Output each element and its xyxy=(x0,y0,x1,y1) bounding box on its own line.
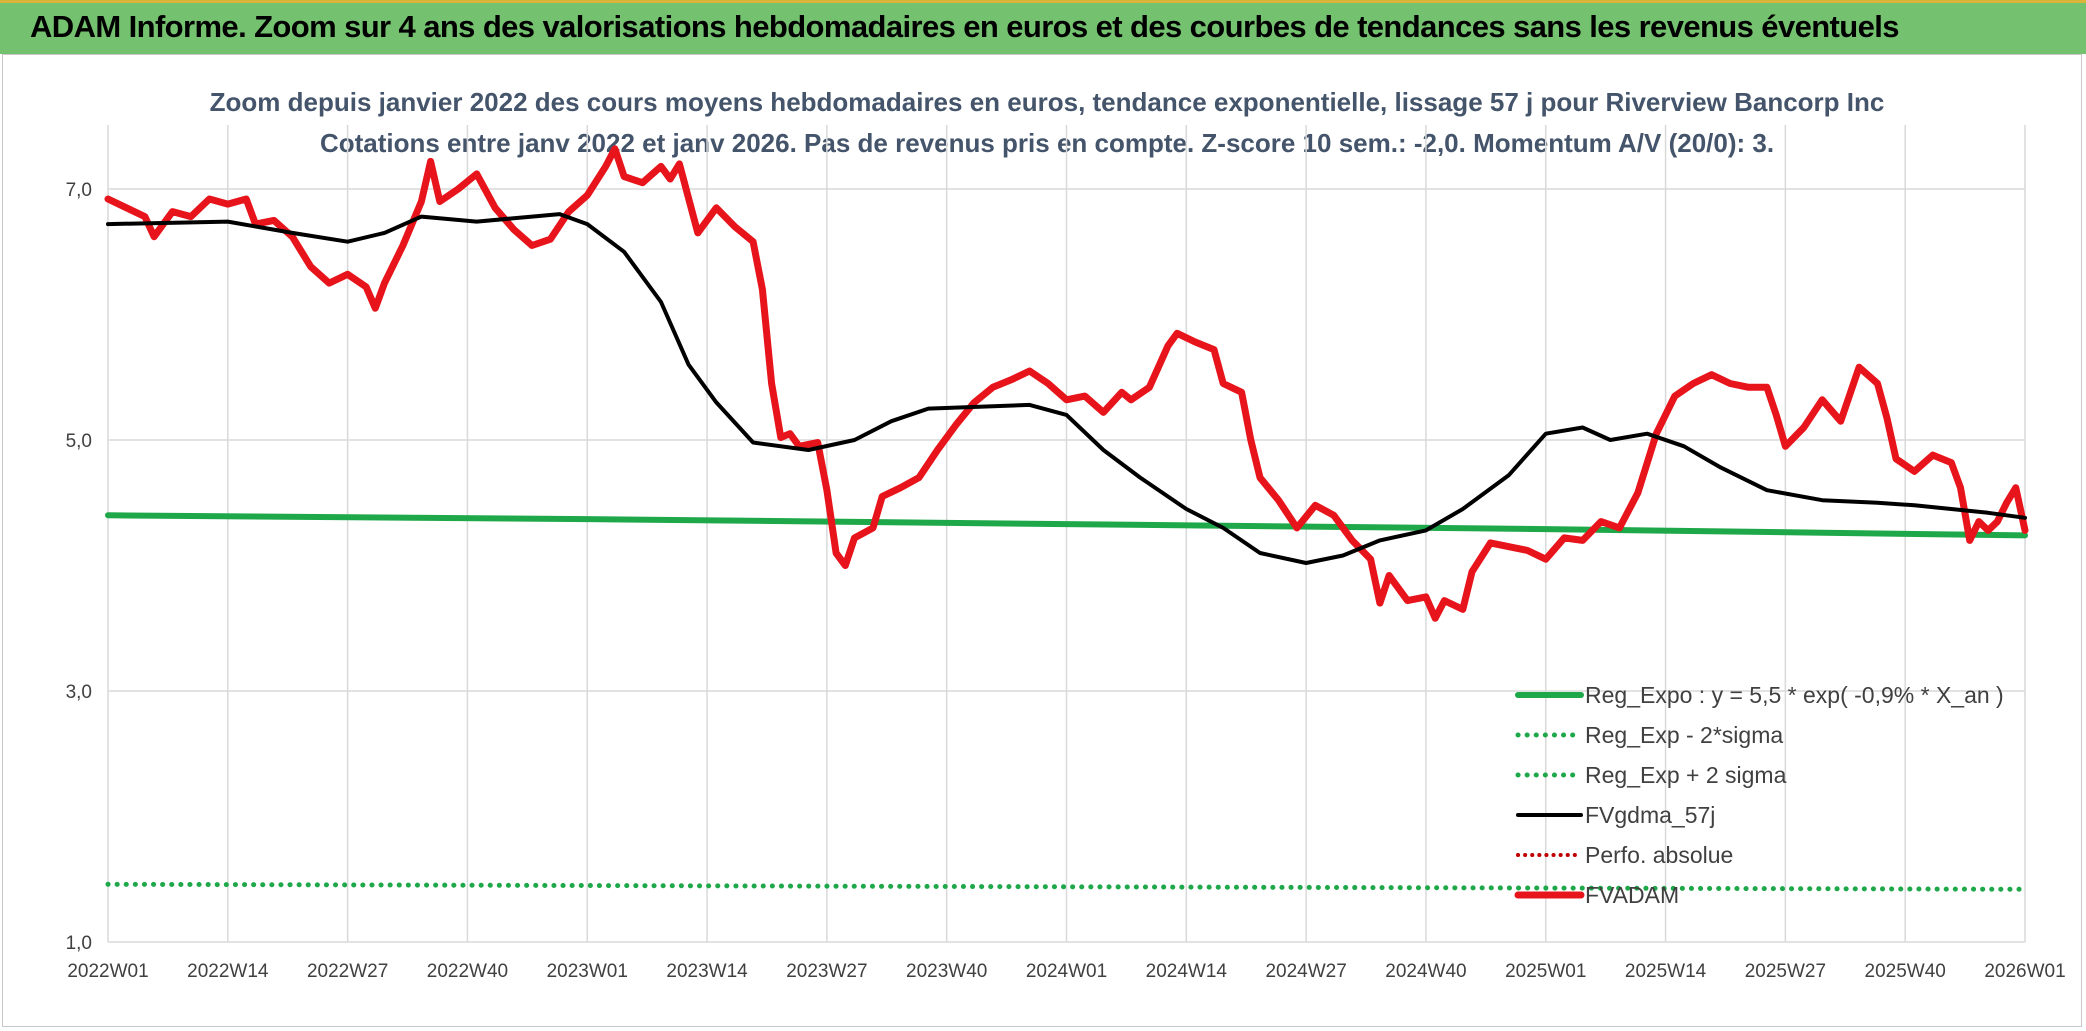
chart-frame: Zoom depuis janvier 2022 des cours moyen… xyxy=(2,54,2082,1027)
y-axis: 1,03,05,07,09,011,013,0 xyxy=(66,180,92,954)
x-tick-label: 2023W27 xyxy=(786,961,867,982)
x-tick-label: 2024W27 xyxy=(1265,961,1346,982)
x-tick-label: 2022W01 xyxy=(67,961,148,982)
chart: Zoom depuis janvier 2022 des cours moyen… xyxy=(66,87,2066,982)
legend-label: Reg_Exp - 2*sigma xyxy=(1585,722,1783,748)
legend-label: Perfo. absolue xyxy=(1585,842,1733,868)
x-tick-label: 2022W40 xyxy=(427,961,508,982)
report-banner: ADAM Informe. Zoom sur 4 ans des valoris… xyxy=(0,0,2086,54)
x-axis: 2022W01 2022W14 2022W27 2022W40 2023W01 2023W… xyxy=(67,961,2065,982)
legend-label: Reg_Exp + 2 sigma xyxy=(1585,762,1787,788)
x-tick-label: 2025W40 xyxy=(1865,961,1946,982)
series-fvadam xyxy=(104,145,2029,622)
x-tick-label: 2022W27 xyxy=(307,961,388,982)
x-tick-label: 2026W01 xyxy=(1984,961,2065,982)
plot-area xyxy=(104,145,2029,892)
x-tick-label: 2023W40 xyxy=(906,961,987,982)
grid xyxy=(107,125,2026,943)
series-fvgdma-57j xyxy=(106,212,2027,565)
x-tick-label: 2022W14 xyxy=(187,961,269,982)
y-tick-label: 5,0 xyxy=(66,431,92,452)
x-tick-label: 2025W01 xyxy=(1505,961,1586,982)
x-tick-label: 2025W14 xyxy=(1625,961,1707,982)
x-tick-label: 2025W27 xyxy=(1745,961,1826,982)
legend-label: FVgdma_57j xyxy=(1585,802,1715,828)
x-tick-label: 2024W40 xyxy=(1385,961,1466,982)
series-reg-exp-2-sigma xyxy=(105,881,2028,892)
legend-label: FVADAM xyxy=(1585,882,1679,908)
x-tick-label: 2024W14 xyxy=(1146,961,1228,982)
legend-label: Reg_Expo : y = 5,5 * exp( -0,9% * X_an ) xyxy=(1585,682,2004,708)
banner-title: ADAM Informe. Zoom sur 4 ans des valoris… xyxy=(30,9,1900,44)
legend: Reg_Expo : y = 5,5 * exp( -0,9% * X_an )… xyxy=(1514,682,2004,908)
y-tick-label: 1,0 xyxy=(66,933,92,954)
chart-subtitle: Cotations entre janv 2022 et janv 2026. … xyxy=(320,128,1774,158)
series-reg-expo-y-5-5-exp-0-9-x-an xyxy=(105,512,2028,539)
y-tick-label: 3,0 xyxy=(66,682,92,703)
y-tick-label: 7,0 xyxy=(66,180,92,201)
x-tick-label: 2023W14 xyxy=(666,961,748,982)
x-tick-label: 2024W01 xyxy=(1026,961,1107,982)
x-tick-label: 2023W01 xyxy=(547,961,628,982)
chart-title: Zoom depuis janvier 2022 des cours moyen… xyxy=(210,87,1885,117)
